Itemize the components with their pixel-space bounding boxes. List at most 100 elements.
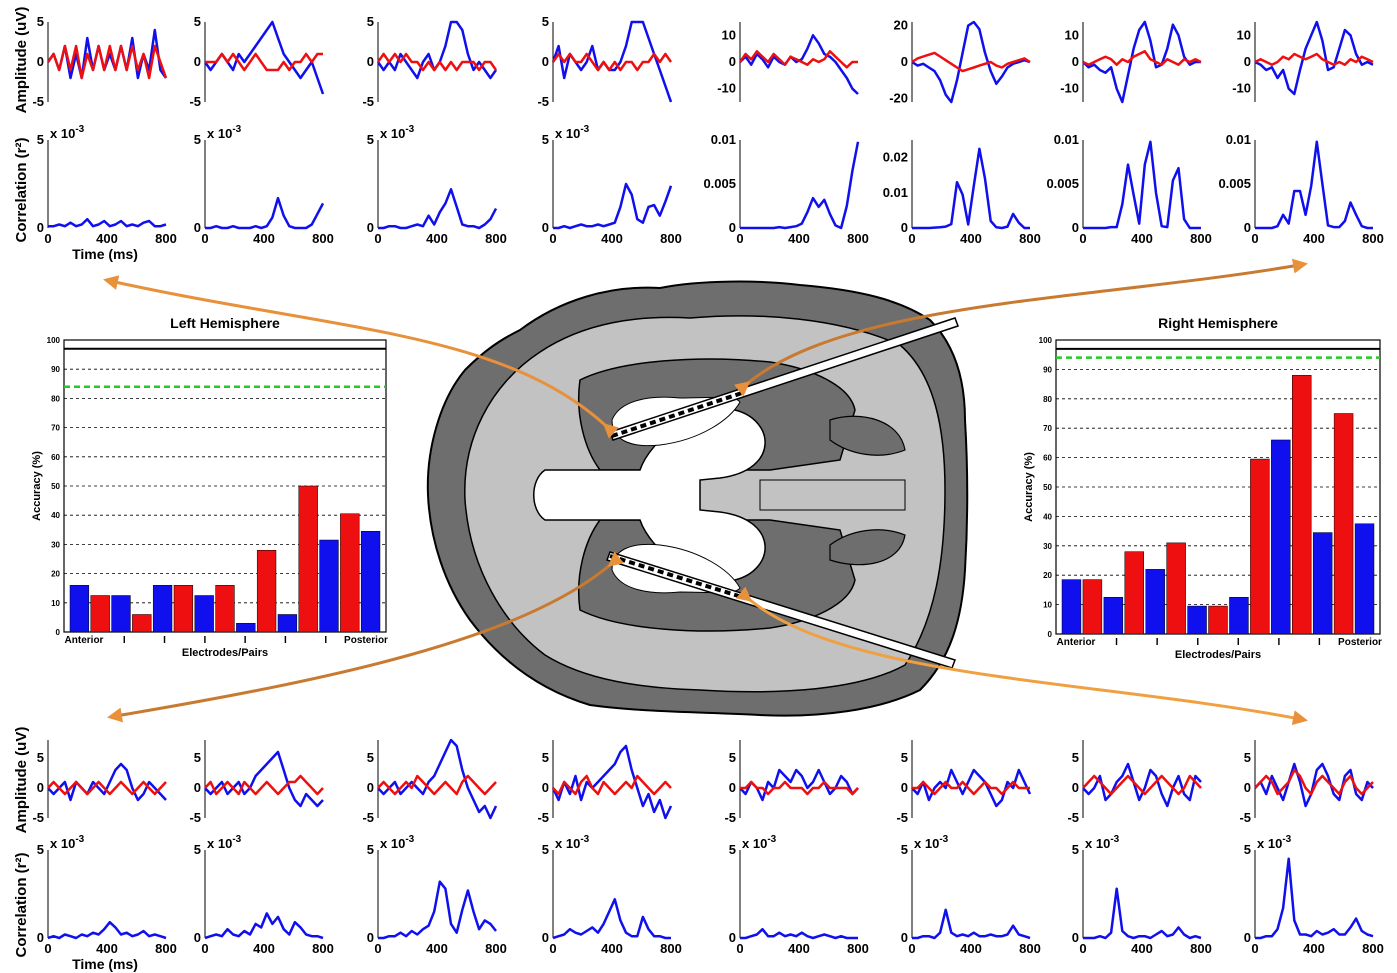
bottom-erp-panel-5: -5 0 5 — [724, 740, 859, 825]
bar-15 — [360, 531, 381, 633]
y-tick-label: 30 — [51, 540, 60, 549]
x-tick-label: 400 — [253, 941, 275, 956]
x-tick-label: 400 — [601, 941, 623, 956]
bar-chart-ylabel: Accuracy (%) — [31, 451, 43, 521]
y-tick-label: 0 — [901, 930, 908, 945]
x-tick-label: I — [203, 635, 206, 646]
bar-5 — [1145, 569, 1165, 635]
red-series-line — [1082, 774, 1202, 796]
bottom-time-label: Time (ms) — [72, 956, 138, 972]
red-series-line — [911, 51, 1031, 73]
y-tick-label: 0.005 — [1218, 176, 1251, 191]
bar-14 — [1333, 413, 1354, 635]
bar-8 — [1208, 605, 1228, 635]
y-tick-label: 0.02 — [883, 150, 908, 165]
x-tick-label: 800 — [485, 231, 507, 246]
y-tick-label: 0.01 — [1054, 132, 1079, 147]
scale-factor-exponent: -3 — [405, 834, 414, 845]
y-tick-label: 0 — [194, 220, 201, 235]
bar-15 — [1354, 523, 1375, 635]
y-tick-label: 0 — [37, 54, 44, 69]
scale-factor-exponent: -3 — [232, 834, 241, 845]
y-tick-label: 0 — [729, 780, 736, 795]
x-tick-label: 0 — [201, 231, 208, 246]
bottom-erp-panel-7: -5 0 5 — [1067, 740, 1202, 825]
y-tick-label: 100 — [1039, 336, 1053, 345]
y-tick-label: 0 — [37, 220, 44, 235]
y-tick-label: 20 — [1043, 571, 1052, 580]
y-tick-label: 10 — [1065, 27, 1079, 42]
y-tick-label: 0 — [901, 780, 908, 795]
x-tick-label: 0 — [1079, 941, 1086, 956]
bar-chart-title: Left Hemisphere — [170, 315, 280, 331]
blue-series-line — [1254, 20, 1374, 96]
x-tick-label: 400 — [788, 231, 810, 246]
x-tick-label: 0 — [44, 231, 51, 246]
y-tick-label: 5 — [194, 14, 201, 29]
scale-factor-exponent: -3 — [1110, 834, 1119, 845]
blue-series-line — [1083, 140, 1201, 230]
red-series-line — [377, 774, 497, 796]
x-tick-label: 0 — [374, 941, 381, 956]
y-tick-label: 5 — [1244, 842, 1251, 857]
top-erp-panel-8: -10 0 10 — [1232, 20, 1374, 102]
x-tick-label: 0 — [736, 941, 743, 956]
x-tick-label: I — [163, 635, 166, 646]
right-hemisphere-bar-chart: 0 10 20 30 40 50 60 70 80 90 100 Right Hemisphere El… — [1023, 315, 1382, 661]
y-tick-label: 5 — [367, 14, 374, 29]
x-tick-label: 800 — [1019, 941, 1041, 956]
y-tick-label: 0 — [1072, 54, 1079, 69]
y-tick-label: 0.01 — [883, 185, 908, 200]
bar-10 — [256, 549, 277, 633]
bar-11 — [1271, 439, 1291, 635]
brain-illustration — [426, 280, 969, 717]
bottom-corr-panel-6: 0 5 0 400 800 x 10-3 — [901, 834, 1041, 956]
y-tick-label: -5 — [1067, 810, 1079, 825]
scale-factor-label: x 10-3 — [742, 834, 777, 851]
scale-factor-exponent: -3 — [580, 834, 589, 845]
x-tick-label: 400 — [601, 231, 623, 246]
top-corr-panel-2: 0 5 0 400 800 x 10-3 — [194, 124, 334, 246]
scale-factor-exponent: -3 — [405, 124, 414, 135]
red-series-line — [47, 780, 167, 796]
y-tick-label: 0.01 — [711, 132, 736, 147]
y-tick-label: 0 — [56, 628, 61, 637]
bar-chart-xlabel: Electrodes/Pairs — [182, 647, 268, 659]
scale-factor-exponent: -3 — [580, 124, 589, 135]
scale-factor-exponent: -3 — [75, 834, 84, 845]
y-tick-label: 5 — [542, 132, 549, 147]
y-tick-label: -5 — [189, 94, 201, 109]
red-series-line — [740, 780, 859, 796]
brain-right-sulci — [829, 415, 906, 566]
red-series-line — [552, 774, 672, 796]
x-tick-label: I — [1156, 637, 1159, 648]
y-tick-label: 5 — [901, 842, 908, 857]
bar-9 — [1229, 597, 1249, 635]
y-tick-label: 5 — [1072, 842, 1079, 857]
y-tick-label: 0 — [194, 54, 201, 69]
top-erp-panel-3: -5 0 5 — [362, 14, 498, 109]
bar-7 — [1187, 605, 1207, 635]
y-tick-label: 0 — [1244, 930, 1251, 945]
top-erp-panel-1: -5 0 5 — [32, 14, 168, 109]
y-tick-label: 70 — [51, 424, 60, 433]
blue-series-line — [740, 141, 860, 230]
blue-series-line — [553, 182, 673, 230]
y-tick-label: 5 — [37, 14, 44, 29]
blue-series-line — [377, 738, 498, 820]
y-tick-label: 0.01 — [1226, 132, 1251, 147]
y-tick-label: 0 — [729, 220, 736, 235]
top-corr-panel-4: 0 5 0 400 800 x 10-3 — [542, 124, 682, 246]
x-tick-label: I — [1115, 637, 1118, 648]
x-tick-label: 0 — [736, 231, 743, 246]
x-tick-label: 800 — [660, 231, 682, 246]
bottom-correlation-row: 0 5 0 400 800 x 10-3 0 5 0 400 800 x 10-3 0 5 0 400 800 x… — [37, 834, 1384, 956]
arrow-right-electrode-to-bottom-right — [735, 586, 1308, 726]
y-tick-label: 5 — [729, 842, 736, 857]
bar-2 — [90, 595, 110, 633]
blue-series-line — [205, 196, 325, 230]
top-corr-panel-1: 0 5 0 400 800 x 10-3 — [37, 124, 177, 246]
x-tick-label: I — [123, 635, 126, 646]
x-tick-label: 800 — [660, 941, 682, 956]
y-tick-label: 0 — [542, 220, 549, 235]
